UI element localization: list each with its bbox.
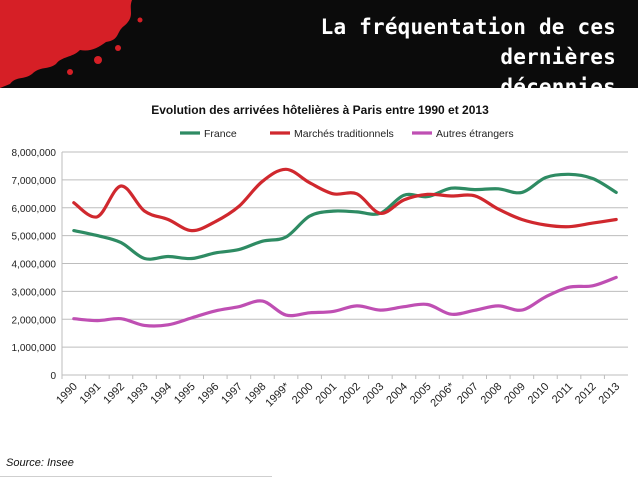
x-tick-label: 2001 bbox=[314, 381, 340, 407]
red-paint-splash bbox=[0, 0, 143, 88]
chart-legend: France Marchés traditionnels Autres étrang… bbox=[180, 128, 514, 140]
x-tick-label: 2006* bbox=[428, 380, 457, 409]
y-tick-label: 6,000,000 bbox=[12, 204, 57, 215]
x-tick-label: 2002 bbox=[337, 381, 363, 407]
x-tick-label: 2004 bbox=[384, 381, 410, 407]
x-tick-label: 2010 bbox=[526, 381, 552, 407]
x-tick-label: 2000 bbox=[290, 381, 316, 407]
legend-label: France bbox=[204, 128, 237, 140]
y-tick-label: 5,000,000 bbox=[12, 232, 57, 243]
chart-gridlines bbox=[61, 151, 628, 379]
x-tick-label: 1992 bbox=[101, 381, 127, 407]
x-tick-label: 1994 bbox=[148, 381, 174, 407]
slide-title-line2: décennies bbox=[500, 75, 616, 88]
x-tick-label: 2013 bbox=[597, 381, 623, 407]
divider bbox=[0, 476, 272, 477]
legend-label: Marchés traditionnels bbox=[294, 128, 394, 140]
slide-title-line1: La fréquentation de ces dernières bbox=[320, 15, 616, 69]
x-tick-label: 2007 bbox=[455, 381, 481, 407]
legend-label: Autres étrangers bbox=[436, 128, 514, 140]
y-tick-label: 1,000,000 bbox=[12, 343, 57, 354]
y-tick-label: 7,000,000 bbox=[12, 176, 57, 187]
chart-title: Evolution des arrivées hôtelières à Pari… bbox=[151, 103, 489, 117]
x-tick-label: 1999* bbox=[263, 380, 292, 409]
y-tick-label: 3,000,000 bbox=[12, 287, 57, 298]
y-tick-label: 2,000,000 bbox=[12, 315, 57, 326]
x-axis-tick-labels: 1990199119921993199419951996199719981999… bbox=[54, 380, 622, 409]
slide-header: La fréquentation de ces dernières décenn… bbox=[0, 0, 638, 88]
source-note: Source: Insee bbox=[6, 457, 74, 469]
line-chart: Evolution des arrivées hôtelières à Pari… bbox=[12, 103, 628, 409]
series-line-0 bbox=[72, 172, 618, 261]
x-tick-label: 1996 bbox=[196, 381, 222, 407]
x-tick-label: 1995 bbox=[172, 381, 198, 407]
y-axis-tick-labels: 0 1,000,000 2,000,000 3,000,000 4,000,000 5,0… bbox=[12, 148, 57, 382]
x-tick-label: 1997 bbox=[219, 381, 245, 407]
slide-title: La fréquentation de ces dernières décenn… bbox=[196, 12, 616, 88]
chart-series-lines bbox=[72, 167, 618, 328]
x-tick-label: 2009 bbox=[502, 381, 528, 407]
y-tick-label: 8,000,000 bbox=[12, 148, 57, 159]
x-tick-label: 1990 bbox=[54, 381, 80, 407]
y-tick-label: 4,000,000 bbox=[12, 260, 57, 271]
x-tick-label: 2003 bbox=[361, 381, 387, 407]
y-tick-label: 0 bbox=[50, 371, 56, 382]
x-tick-label: 2011 bbox=[550, 381, 575, 406]
x-tick-label: 2008 bbox=[479, 381, 505, 407]
x-tick-label: 1991 bbox=[78, 381, 104, 407]
x-tick-label: 2012 bbox=[573, 381, 599, 407]
series-line-2 bbox=[72, 275, 618, 328]
x-tick-label: 1993 bbox=[125, 381, 151, 407]
series-line-1 bbox=[72, 167, 618, 233]
